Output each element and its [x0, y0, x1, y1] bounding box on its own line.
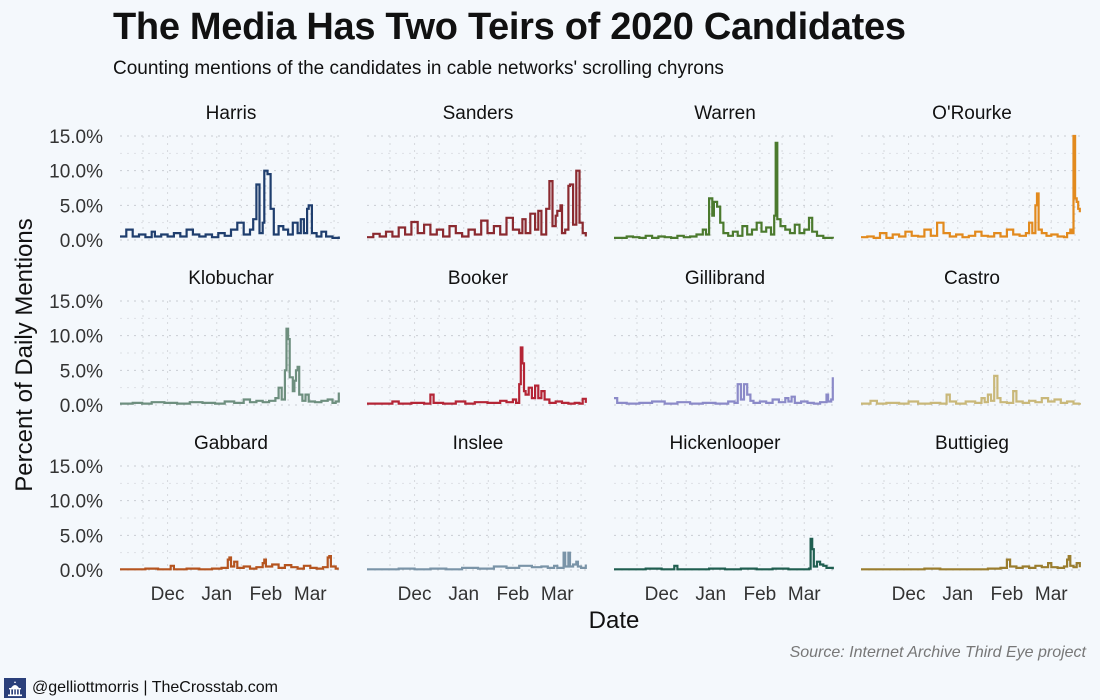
panel-label: Warren — [694, 103, 756, 124]
panel-label: Hickenlooper — [670, 433, 782, 454]
panel-label: Booker — [448, 268, 509, 289]
panel-label: O'Rourke — [932, 103, 1012, 124]
x-tick-label: Feb — [497, 584, 530, 605]
series-line — [614, 537, 834, 571]
panel-label: Buttigieg — [935, 433, 1009, 454]
x-tick-label: Feb — [744, 584, 777, 605]
series-line — [861, 374, 1081, 405]
source-note: Source: Internet Archive Third Eye proje… — [789, 644, 1086, 661]
x-axis-title: Date — [589, 607, 640, 634]
y-tick-label: 5.0% — [60, 196, 103, 217]
x-tick-label: Feb — [991, 584, 1024, 605]
series-line — [861, 134, 1081, 239]
x-tick-label: Jan — [942, 584, 973, 605]
series-line — [367, 551, 587, 571]
small-multiples-chart: Harris 0.0% 5.0% 10.0% 15.0% Sanders Warren O'R… — [11, 103, 1083, 634]
panel-label: Gabbard — [194, 433, 268, 454]
y-tick-label: 15.0% — [49, 457, 103, 478]
y-tick-label: 10.0% — [49, 162, 103, 183]
chart-title: The Media Has Two Teirs of 2020 Candidat… — [113, 6, 906, 48]
x-tick-label: Dec — [151, 584, 185, 605]
series-line — [861, 555, 1081, 571]
x-tick-label: Dec — [398, 584, 432, 605]
panel-label: Castro — [944, 268, 1000, 289]
panel-label: Harris — [206, 103, 257, 124]
x-tick-label: Jan — [695, 584, 726, 605]
panel-label: Sanders — [443, 103, 514, 124]
series-line — [614, 141, 834, 239]
x-tick-label: Feb — [250, 584, 283, 605]
y-tick-label: 10.0% — [49, 327, 103, 348]
y-tick-label: 15.0% — [49, 292, 103, 313]
series-line — [120, 327, 340, 405]
x-tick-label: Mar — [294, 584, 327, 605]
footer-credit: @gelliottmorris | TheCrosstab.com — [32, 679, 278, 696]
series-line — [614, 377, 834, 405]
y-axis-title: Percent of Daily Mentions — [11, 218, 38, 491]
chart-subtitle: Counting mentions of the candidates in c… — [113, 58, 724, 79]
footer: @gelliottmorris | TheCrosstab.com — [4, 678, 278, 698]
x-tick-label: Dec — [892, 584, 926, 605]
panel-label: Gillibrand — [685, 268, 765, 289]
series-line — [367, 169, 587, 239]
y-tick-label: 0.0% — [60, 561, 103, 582]
x-tick-label: Jan — [201, 584, 232, 605]
y-tick-label: 10.0% — [49, 492, 103, 513]
y-tick-label: 5.0% — [60, 526, 103, 547]
y-tick-label: 0.0% — [60, 231, 103, 252]
x-tick-label: Dec — [645, 584, 679, 605]
y-tick-label: 15.0% — [49, 127, 103, 148]
x-tick-label: Mar — [1035, 584, 1068, 605]
y-tick-label: 0.0% — [60, 396, 103, 417]
panel-label: Klobuchar — [188, 268, 274, 289]
x-tick-label: Jan — [448, 584, 479, 605]
series-line — [120, 169, 340, 239]
capitol-building-icon — [4, 678, 26, 698]
panel-label: Inslee — [453, 433, 504, 454]
x-tick-label: Mar — [788, 584, 821, 605]
series-line — [120, 555, 339, 571]
x-tick-label: Mar — [541, 584, 574, 605]
y-tick-label: 5.0% — [60, 361, 103, 382]
series-line — [367, 346, 587, 405]
